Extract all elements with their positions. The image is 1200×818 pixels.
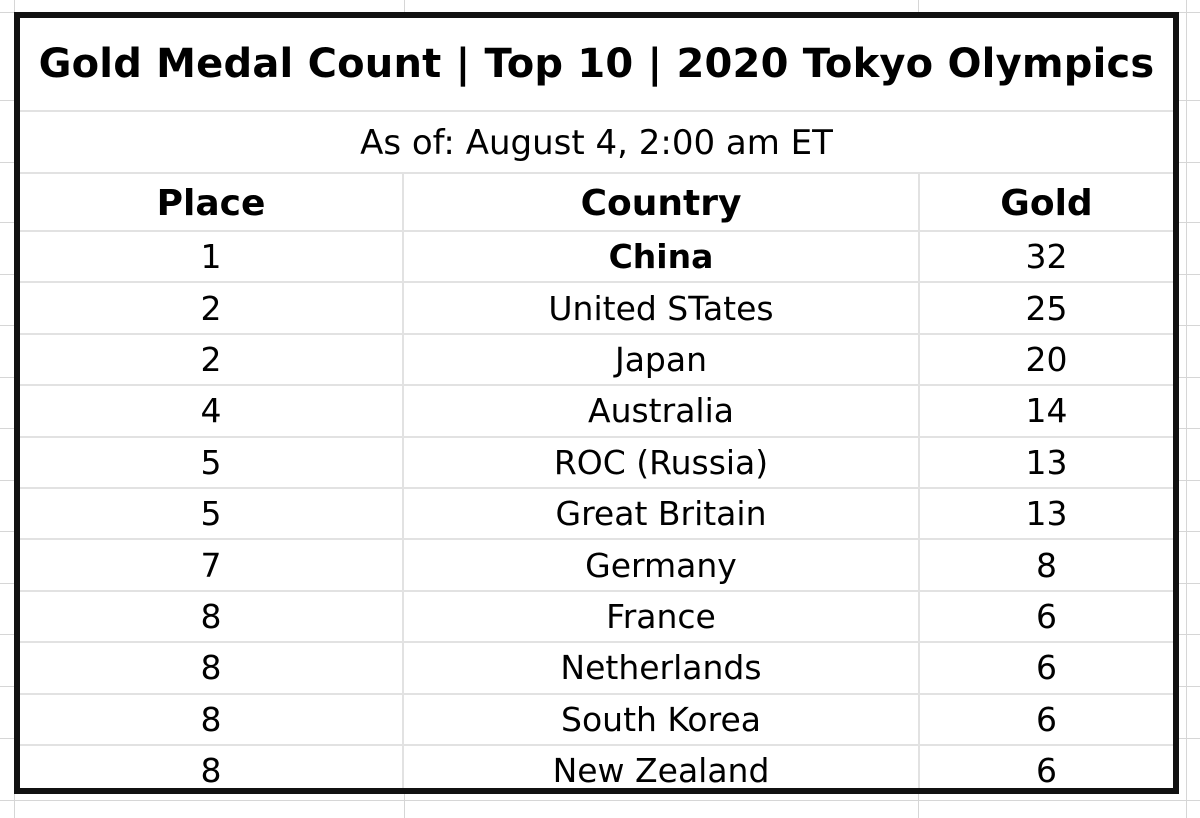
gold-cell[interactable]: 14 <box>1025 391 1068 431</box>
country-cell[interactable]: United STates <box>404 283 920 333</box>
table-row: 8 Netherlands 6 <box>20 641 1173 693</box>
table-title: Gold Medal Count | Top 10 | 2020 Tokyo O… <box>38 41 1155 87</box>
table-row: 2 United STates 25 <box>20 281 1173 333</box>
gold-cell[interactable]: 6 <box>1036 596 1057 636</box>
table-row: 5 Great Britain 13 <box>20 486 1173 539</box>
table-row: 2 Japan 20 <box>20 332 1173 385</box>
table-row: 8 France 6 <box>20 589 1173 642</box>
place-cell[interactable]: 2 <box>20 283 404 333</box>
gold-cell[interactable]: 13 <box>1025 494 1068 534</box>
gold-cell[interactable]: 6 <box>1036 751 1057 791</box>
country-cell[interactable]: Australia <box>404 386 920 436</box>
gold-cell[interactable]: 20 <box>1025 339 1068 379</box>
gold-cell[interactable]: 32 <box>1025 237 1068 277</box>
table-row: 8 South Korea 6 <box>20 692 1173 744</box>
gold-cell[interactable]: 6 <box>1036 699 1057 739</box>
place-cell[interactable]: 8 <box>20 591 404 642</box>
country-cell[interactable]: ROC (Russia) <box>404 437 920 487</box>
place-cell[interactable]: 8 <box>20 694 404 744</box>
table-header-row: Place Country Gold <box>20 172 1173 232</box>
medal-table: Gold Medal Count | Top 10 | 2020 Tokyo O… <box>14 12 1179 794</box>
place-cell[interactable]: 7 <box>20 540 404 590</box>
place-cell[interactable]: 4 <box>20 386 404 436</box>
table-row: 4 Australia 14 <box>20 384 1173 436</box>
country-cell[interactable]: South Korea <box>404 694 920 744</box>
gold-cell[interactable]: 13 <box>1025 442 1068 482</box>
place-cell[interactable]: 1 <box>20 232 404 282</box>
country-cell[interactable]: Netherlands <box>404 643 920 693</box>
place-cell[interactable]: 5 <box>20 488 404 539</box>
country-cell[interactable]: Great Britain <box>404 488 920 539</box>
table-row: 8 New Zealand 6 <box>20 743 1173 791</box>
gold-cell[interactable]: 8 <box>1036 545 1057 585</box>
header-gold[interactable]: Gold <box>1000 182 1093 224</box>
country-cell[interactable]: China <box>404 232 920 282</box>
gold-cell[interactable]: 6 <box>1036 648 1057 688</box>
header-place[interactable]: Place <box>20 174 404 232</box>
table-body: 1 China 32 2 United STates 25 2 Japan 20… <box>20 230 1173 791</box>
place-cell[interactable]: 2 <box>20 334 404 385</box>
table-row: 7 Germany 8 <box>20 538 1173 590</box>
header-country[interactable]: Country <box>404 174 920 232</box>
gold-cell[interactable]: 25 <box>1025 288 1068 328</box>
place-cell[interactable]: 8 <box>20 745 404 788</box>
table-row: 5 ROC (Russia) 13 <box>20 435 1173 487</box>
country-cell[interactable]: France <box>404 591 920 642</box>
country-cell[interactable]: Germany <box>404 540 920 590</box>
table-row: 1 China 32 <box>20 230 1173 282</box>
country-cell[interactable]: Japan <box>404 334 920 385</box>
table-subtitle: As of: August 4, 2:00 am ET <box>20 110 1173 174</box>
place-cell[interactable]: 5 <box>20 437 404 487</box>
place-cell[interactable]: 8 <box>20 643 404 693</box>
country-cell[interactable]: New Zealand <box>404 745 920 788</box>
